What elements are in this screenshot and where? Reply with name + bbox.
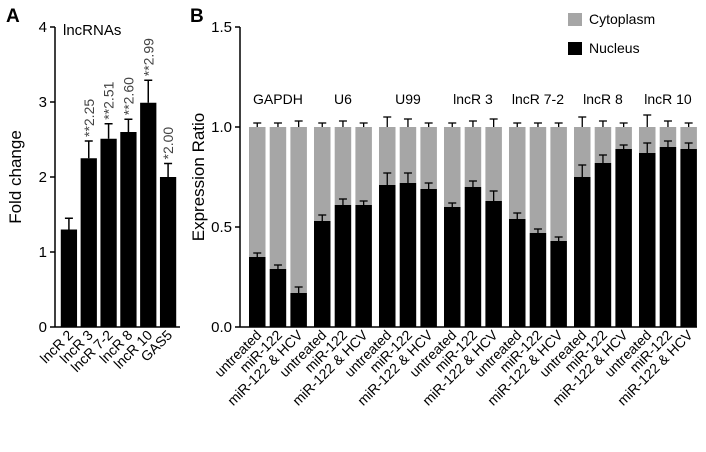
panel-a-value-label: *2.00 bbox=[160, 127, 176, 160]
panel-b-bar-cytoplasm bbox=[399, 127, 417, 183]
panel-a-value-label: **2.25 bbox=[81, 99, 97, 137]
panel-b-bar-nucleus bbox=[290, 293, 307, 327]
panel-b-bar-nucleus bbox=[444, 207, 461, 327]
panel-b-bar-cytoplasm bbox=[355, 127, 372, 205]
panel-b-bar-cytoplasm bbox=[485, 127, 502, 201]
panel-b-bar-nucleus bbox=[464, 187, 482, 327]
legend-swatch-cytoplasm bbox=[568, 13, 582, 26]
panel-a-y-tick-label: 0 bbox=[39, 319, 47, 336]
panel-b: B 0.0 0.5 1.0 1.5 Expression Ratio Cytoplasm Nu… bbox=[189, 6, 697, 409]
panel-b-group-label: GAPDH bbox=[253, 91, 303, 107]
legend-label-cytoplasm: Cytoplasm bbox=[589, 11, 655, 27]
panel-b-bar-cytoplasm bbox=[659, 127, 677, 147]
panel-b-bar-cytoplasm bbox=[529, 127, 547, 233]
panel-a-y-tick-label: 1 bbox=[39, 244, 47, 261]
panel-b-bar-nucleus bbox=[529, 233, 547, 327]
panel-b-bar-cytoplasm bbox=[249, 127, 266, 257]
panel-a-letter: A bbox=[6, 6, 20, 27]
panel-a-chart-title: lncRNAs bbox=[63, 22, 121, 39]
panel-b-bar-nucleus bbox=[355, 205, 372, 327]
panel-b-bar-nucleus bbox=[574, 177, 591, 327]
panel-b-bar-cytoplasm bbox=[509, 127, 526, 219]
panel-b-group-label: lncR 8 bbox=[583, 91, 623, 107]
panel-b-bar-cytoplasm bbox=[334, 127, 352, 205]
panel-a-value-label: **2.60 bbox=[120, 77, 136, 115]
panel-b-bar-nucleus bbox=[269, 269, 287, 327]
panel-b-bar-cytoplasm bbox=[269, 127, 287, 269]
legend-swatch-nucleus bbox=[568, 42, 582, 55]
panel-a-bar bbox=[100, 138, 117, 327]
panel-b-bar-cytoplasm bbox=[464, 127, 482, 187]
panel-b-bar-nucleus bbox=[615, 149, 632, 327]
panel-b-bar-nucleus bbox=[680, 149, 697, 327]
panel-a-value-label: **2.99 bbox=[140, 38, 156, 76]
panel-b-bar-nucleus bbox=[639, 153, 656, 327]
panel-b-y-tick-label: 0.5 bbox=[211, 219, 232, 236]
panel-b-group-label: U99 bbox=[395, 91, 421, 107]
panel-b-group-label: lncR 3 bbox=[453, 91, 493, 107]
panel-b-bar-nucleus bbox=[379, 185, 396, 327]
panel-b-bar-cytoplasm bbox=[680, 127, 697, 149]
panel-a-bar bbox=[60, 229, 78, 327]
panel-b-bar-cytoplasm bbox=[444, 127, 461, 207]
panel-b-group-label: lncR 7-2 bbox=[512, 91, 564, 107]
panel-b-bar-cytoplasm bbox=[639, 127, 656, 153]
panel-b-group-label: U6 bbox=[334, 91, 352, 107]
panel-b-bar-nucleus bbox=[485, 201, 502, 327]
panel-b-y-axis-title: Expression Ratio bbox=[189, 113, 208, 242]
panel-b-bar-cytoplasm bbox=[594, 127, 612, 163]
panel-b-bar-nucleus bbox=[420, 189, 437, 327]
panel-b-y-tick-label: 1.0 bbox=[211, 119, 232, 136]
panel-b-bar-nucleus bbox=[659, 147, 677, 327]
panel-b-bar-cytoplasm bbox=[615, 127, 632, 149]
panel-a-bar bbox=[120, 132, 137, 327]
panel-b-bar-nucleus bbox=[594, 163, 612, 327]
panel-b-group-label: lncR 10 bbox=[644, 91, 692, 107]
panel-b-y-tick-label: 0.0 bbox=[211, 319, 232, 336]
panel-b-bar-cytoplasm bbox=[574, 127, 591, 177]
panel-b-bar-nucleus bbox=[399, 183, 417, 327]
panel-a-bar bbox=[80, 158, 97, 327]
panel-a-y-tick-label: 4 bbox=[39, 19, 47, 36]
panel-b-letter: B bbox=[190, 6, 204, 27]
panel-a-bar bbox=[140, 102, 157, 327]
panel-a-bar bbox=[159, 177, 177, 327]
panel-b-y-tick-label: 1.5 bbox=[211, 19, 232, 36]
panel-b-bar-nucleus bbox=[249, 257, 266, 327]
panel-a-value-label: **2.51 bbox=[101, 81, 117, 119]
panel-b-bar-cytoplasm bbox=[314, 127, 331, 221]
legend-label-nucleus: Nucleus bbox=[589, 40, 640, 56]
panel-b-bar-cytoplasm bbox=[420, 127, 437, 189]
panel-a-y-axis-title: Fold change bbox=[6, 130, 25, 224]
panel-b-bar-nucleus bbox=[314, 221, 331, 327]
panel-b-bar-nucleus bbox=[509, 219, 526, 327]
panel-b-bar-nucleus bbox=[334, 205, 352, 327]
panel-b-bar-cytoplasm bbox=[550, 127, 567, 241]
panel-b-bar-cytoplasm bbox=[379, 127, 396, 185]
panel-b-bar-nucleus bbox=[550, 241, 567, 327]
panel-b-bar-cytoplasm bbox=[290, 127, 307, 293]
panel-a-y-tick-label: 2 bbox=[39, 169, 47, 186]
panel-a-y-tick-label: 3 bbox=[39, 94, 47, 111]
